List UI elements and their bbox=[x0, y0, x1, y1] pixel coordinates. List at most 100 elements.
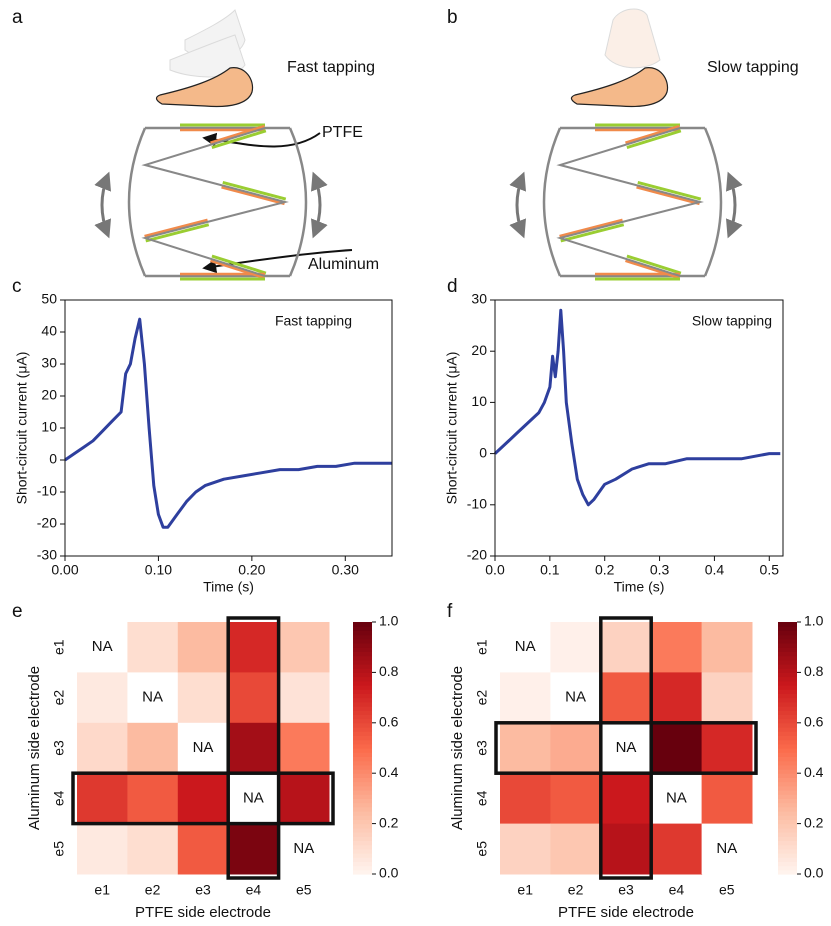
colorbar-step bbox=[778, 769, 797, 774]
cell bbox=[500, 823, 551, 875]
x-tick-label: 0.00 bbox=[51, 562, 78, 578]
colorbar-step bbox=[353, 840, 372, 846]
device bbox=[509, 123, 743, 281]
cell bbox=[550, 622, 602, 673]
x-tick-label: e1 bbox=[517, 882, 533, 898]
colorbar-step bbox=[778, 773, 797, 778]
colorbar-step bbox=[353, 634, 372, 640]
colorbar-step bbox=[353, 676, 372, 682]
colorbar-step bbox=[778, 634, 797, 640]
colorbar-tick-label: 0.2 bbox=[804, 814, 824, 830]
colorbar-step bbox=[778, 861, 797, 867]
colorbar-step bbox=[778, 743, 797, 749]
na-cell bbox=[500, 622, 551, 673]
diagrams: a Fast tapping PTFE Aluminum b Slow tapp… bbox=[12, 7, 799, 273]
colorbar-step bbox=[778, 798, 797, 804]
colorbar-step bbox=[778, 697, 797, 703]
x-tick-label: e5 bbox=[296, 882, 312, 898]
aluminum-strip bbox=[636, 186, 700, 206]
x-tick-label: e1 bbox=[94, 882, 110, 898]
colorbar-step bbox=[778, 752, 797, 757]
cell bbox=[177, 672, 229, 724]
colorbar-step bbox=[778, 693, 797, 699]
colorbar-step bbox=[778, 622, 797, 627]
colorbar-step bbox=[778, 794, 797, 799]
colorbar-step bbox=[778, 735, 797, 741]
colorbar-step bbox=[353, 672, 372, 678]
y-tick-label: 30 bbox=[471, 291, 487, 307]
cell bbox=[127, 773, 179, 825]
colorbar-step bbox=[778, 718, 797, 724]
motion-arrow bbox=[310, 171, 328, 239]
colorbar-step bbox=[353, 680, 372, 686]
highlight-row bbox=[71, 771, 335, 826]
na-cell bbox=[600, 722, 652, 774]
panel-label: b bbox=[447, 7, 458, 28]
na-label: NA bbox=[565, 689, 586, 706]
cell bbox=[177, 823, 229, 875]
x-tick-label: e4 bbox=[669, 882, 685, 898]
cell bbox=[600, 773, 652, 825]
panel-label: a bbox=[12, 7, 23, 28]
colorbar-step bbox=[353, 756, 372, 762]
colorbar-step bbox=[778, 626, 797, 631]
colorbar-step bbox=[353, 693, 372, 699]
colorbar-step bbox=[778, 790, 797, 795]
colorbar-step bbox=[353, 689, 372, 694]
colorbar-step bbox=[353, 785, 372, 791]
highlight-column bbox=[226, 616, 281, 880]
x-tick-label: 0.1 bbox=[540, 562, 560, 578]
colorbar-step bbox=[353, 685, 372, 690]
ptfe-strip bbox=[637, 180, 702, 201]
caption: Fast tapping bbox=[287, 59, 375, 76]
motion-arrow bbox=[725, 171, 743, 239]
colorbar-step bbox=[778, 865, 797, 871]
y-tick-label: 20 bbox=[471, 342, 487, 358]
colorbar-tick-label: 1.0 bbox=[379, 613, 399, 629]
na-label: NA bbox=[193, 739, 214, 756]
ptfe-strip bbox=[211, 129, 267, 149]
colorbar-step bbox=[353, 706, 372, 711]
label: Aluminum bbox=[308, 256, 379, 273]
colorbar-step bbox=[778, 806, 797, 812]
colorbar-step bbox=[778, 655, 797, 661]
spring bbox=[556, 127, 704, 277]
colorbar-step bbox=[353, 651, 372, 657]
colorbar-step bbox=[353, 869, 372, 875]
aluminum-strip bbox=[221, 186, 285, 206]
cell bbox=[600, 823, 652, 875]
aluminum-strip bbox=[210, 124, 265, 144]
colorbar-step bbox=[778, 630, 797, 636]
colorbar-step bbox=[353, 735, 372, 741]
panel-label: e bbox=[12, 601, 23, 622]
na-label: NA bbox=[92, 638, 113, 655]
colorbar-step bbox=[778, 668, 797, 673]
motion-arrow bbox=[94, 171, 112, 239]
x-tick-label: 0.30 bbox=[332, 562, 359, 578]
colorbar-step bbox=[353, 643, 372, 648]
cell bbox=[177, 622, 229, 673]
colorbar-tick-label: 0.4 bbox=[379, 764, 399, 780]
cell bbox=[550, 823, 602, 875]
colorbar-tick-label: 0.8 bbox=[379, 663, 399, 679]
colorbar-step bbox=[778, 748, 797, 753]
y-tick-label: 30 bbox=[41, 355, 57, 371]
colorbar-step bbox=[353, 739, 372, 745]
colorbar-step bbox=[353, 848, 372, 854]
x-tick-label: 0.2 bbox=[595, 562, 615, 578]
na-cell bbox=[127, 672, 178, 723]
colorbar-step bbox=[353, 710, 372, 715]
colorbar-step bbox=[353, 769, 372, 774]
y-tick-label: e1 bbox=[474, 639, 490, 655]
na-label: NA bbox=[142, 689, 163, 706]
cell bbox=[228, 672, 280, 724]
y-tick-label: 50 bbox=[41, 291, 57, 307]
y-tick-label: 20 bbox=[41, 387, 57, 403]
cell bbox=[278, 672, 330, 724]
cell bbox=[550, 722, 602, 774]
colorbar-step bbox=[353, 802, 372, 808]
colorbar-step bbox=[778, 869, 797, 875]
y-tick-label: 10 bbox=[471, 393, 487, 409]
cell bbox=[228, 622, 280, 673]
